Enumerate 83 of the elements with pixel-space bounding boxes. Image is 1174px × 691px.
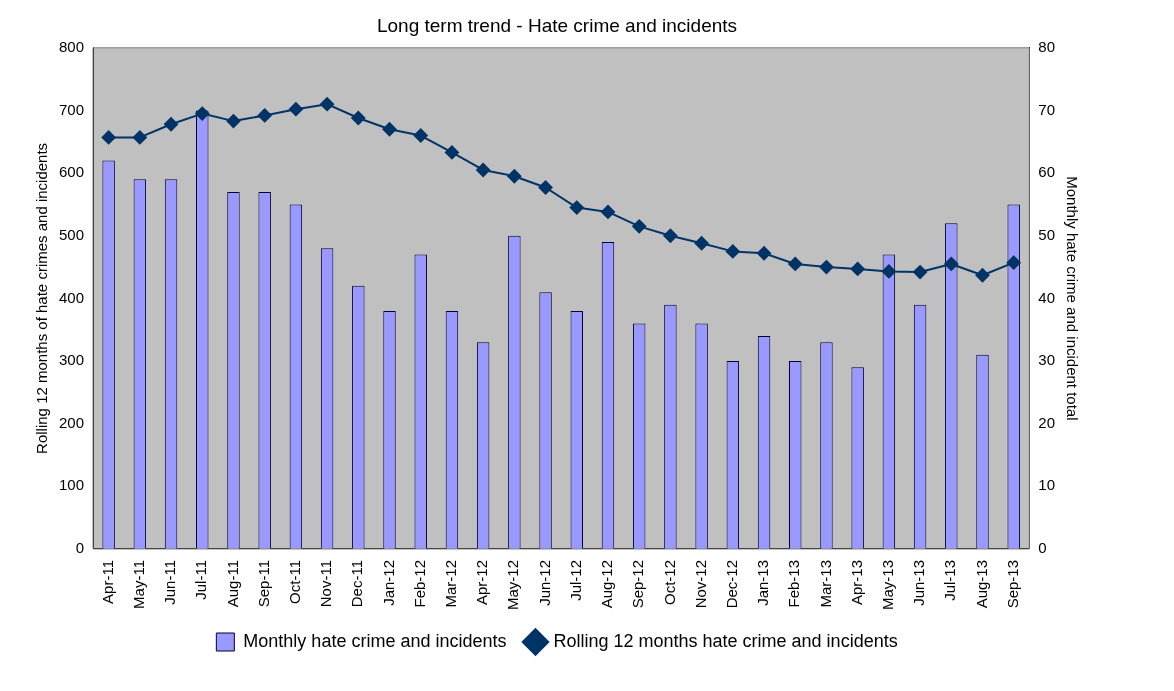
point	[538, 180, 553, 195]
y-tick-label: 400	[59, 288, 85, 306]
point	[164, 117, 179, 132]
x-tick-label: Dec-12	[722, 559, 740, 609]
y-tick-label: 700	[59, 100, 85, 118]
x-tick-label: Sep-13	[1003, 559, 1021, 609]
legend-label: Rolling 12 months hate crime and incidents	[553, 630, 898, 651]
point	[195, 106, 210, 121]
point	[881, 264, 896, 279]
x-tick-label: Jun-13	[910, 559, 928, 606]
y2-tick-label: 10	[1038, 476, 1055, 494]
y2-tick-label: 50	[1038, 225, 1055, 243]
x-tick-label: Feb-13	[785, 559, 803, 608]
point	[819, 260, 834, 275]
point	[288, 102, 303, 117]
point	[382, 122, 397, 137]
point	[476, 162, 491, 177]
point	[632, 219, 647, 234]
y2-tick-label: 30	[1038, 351, 1055, 369]
point	[413, 128, 428, 143]
y2-tick-label: 40	[1038, 288, 1055, 306]
x-tick-label: Jul-13	[941, 559, 959, 601]
legend-label: Monthly hate crime and incidents	[243, 630, 507, 651]
point	[663, 228, 678, 243]
x-tick-label: Feb-12	[410, 559, 428, 608]
point	[757, 246, 772, 261]
point	[569, 200, 584, 215]
x-tick-label: Mar-13	[816, 559, 834, 608]
point	[913, 265, 928, 280]
x-tick-label: Sep-11	[254, 559, 272, 608]
x-tick-label: Jun-12	[535, 559, 553, 606]
point	[788, 256, 803, 271]
y-tick-label: 800	[59, 37, 85, 55]
x-tick-label: Aug-11	[223, 559, 241, 608]
x-tick-label: Apr-11	[98, 559, 116, 604]
point	[850, 261, 865, 276]
y-tick-label: 500	[59, 225, 85, 243]
y2-axis-title: Monthly hate crime and incident total	[1063, 176, 1081, 421]
point	[944, 256, 959, 271]
x-tick-label: Jul-12	[566, 559, 584, 601]
point	[975, 268, 990, 283]
x-tick-label: Jan-13	[754, 559, 772, 606]
y-tick-label: 600	[59, 163, 85, 181]
point	[226, 114, 241, 129]
x-tick-label: Oct-11	[286, 559, 304, 604]
y2-tick-label: 80	[1038, 37, 1055, 55]
y2-tick-label: 0	[1038, 539, 1047, 557]
x-tick-label: May-13	[879, 559, 897, 611]
y-axis-title: Rolling 12 months of hate crimes and incidents	[33, 142, 51, 454]
point	[101, 130, 116, 145]
y2-tick-label: 20	[1038, 413, 1055, 431]
y-tick-label: 0	[75, 539, 85, 557]
point	[507, 169, 522, 184]
point	[444, 145, 459, 160]
point	[132, 130, 147, 145]
x-tick-label: May-12	[504, 559, 522, 611]
point	[600, 204, 615, 219]
x-tick-label: Aug-12	[598, 559, 616, 609]
point	[351, 110, 366, 125]
point	[725, 244, 740, 259]
x-tick-label: Oct-12	[660, 559, 678, 605]
x-tick-label: Jul-11	[192, 559, 210, 600]
x-tick-label: Jun-11	[161, 559, 179, 605]
y-tick-label: 300	[59, 351, 85, 369]
y-tick-label: 200	[59, 413, 85, 431]
y-tick-label: 100	[59, 476, 85, 494]
point	[694, 236, 709, 251]
point	[1006, 255, 1021, 270]
chart-title: Long term trend - Hate crime and incidents	[376, 14, 738, 36]
x-tick-label: Apr-12	[473, 559, 491, 606]
x-tick-label: Apr-13	[847, 559, 865, 606]
x-tick-label: Nov-11	[317, 559, 335, 608]
x-tick-label: Dec-11	[348, 559, 366, 608]
x-tick-label: May-11	[129, 559, 147, 609]
point	[320, 97, 335, 112]
x-tick-label: Jan-12	[379, 559, 397, 606]
point	[257, 108, 272, 123]
y2-tick-label: 70	[1038, 100, 1055, 118]
x-tick-label: Mar-12	[442, 559, 460, 608]
x-tick-label: Aug-13	[972, 559, 990, 609]
x-tick-label: Sep-12	[629, 559, 647, 609]
x-tick-label: Nov-12	[691, 559, 709, 609]
y2-tick-label: 60	[1038, 163, 1055, 181]
